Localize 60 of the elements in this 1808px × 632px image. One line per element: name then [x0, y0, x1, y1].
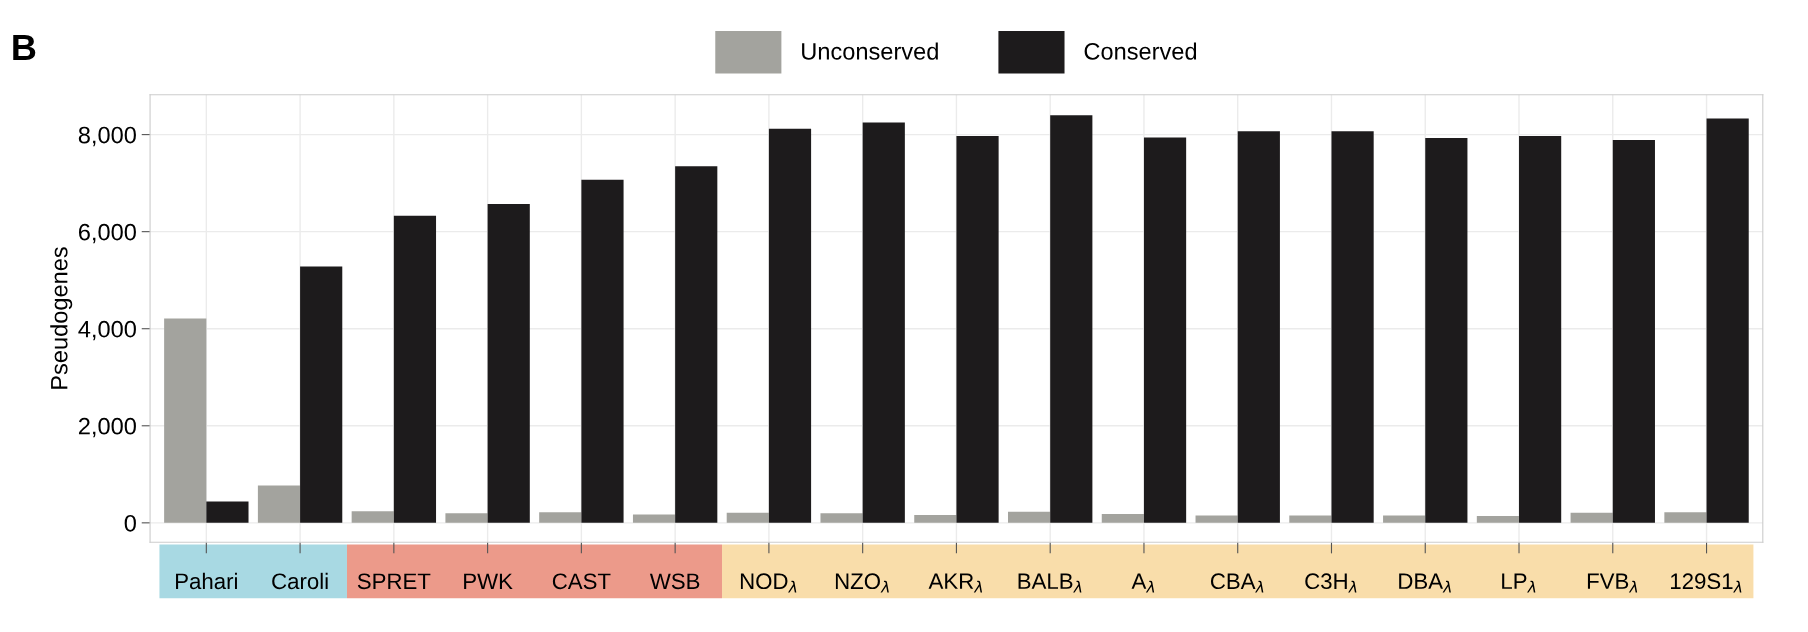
bar	[1706, 118, 1749, 523]
bar	[1050, 115, 1093, 523]
bar	[300, 266, 343, 523]
bar	[1519, 136, 1562, 523]
x-tick-label: PWK	[464, 573, 513, 589]
bar	[1383, 515, 1426, 523]
bar	[675, 166, 718, 523]
bar	[1101, 514, 1144, 523]
x-tick-label: Pahari	[176, 572, 237, 590]
bar	[1331, 131, 1374, 523]
bar	[1289, 515, 1332, 523]
x-tick-label: LP$_{λ}$	[1502, 573, 1536, 593]
bar	[1425, 137, 1468, 523]
bar	[445, 513, 488, 523]
bar	[768, 128, 812, 523]
bar	[539, 512, 582, 523]
bar	[487, 203, 530, 523]
x-tick-label: 129S1$_{λ}$	[1671, 573, 1742, 593]
y-tick-label: 2,000	[78, 417, 136, 438]
x-tick-label: NZO$_{λ}$	[835, 573, 889, 593]
bar	[1008, 511, 1051, 523]
text: B	[13, 35, 36, 60]
x-tick-label: DBA$_{λ}$	[1399, 573, 1451, 593]
x-tick-label: A$_{λ}$	[1131, 573, 1155, 593]
bar	[1237, 131, 1280, 523]
bar	[1570, 512, 1613, 523]
legend-label: Unconserved	[802, 42, 938, 60]
bar	[257, 485, 301, 523]
bar	[164, 318, 207, 523]
bar	[1664, 512, 1707, 523]
y-axis-title: Pseudogenes	[50, 247, 73, 389]
x-tick-label: NOD$_{λ}$	[740, 573, 797, 593]
bar	[632, 514, 676, 523]
bar	[1476, 516, 1520, 523]
bar	[1612, 139, 1655, 523]
bar	[206, 501, 249, 523]
x-tick-label: CAST	[552, 573, 611, 590]
y-tick-label: 6,000	[78, 223, 136, 244]
bar	[956, 136, 999, 523]
x-tick-label: FVB$_{λ}$	[1587, 573, 1638, 593]
x-tick-label: AKR$_{λ}$	[928, 573, 983, 593]
x-tick-label: Caroli	[272, 572, 328, 590]
bar	[1195, 515, 1238, 523]
y-tick-label: 4,000	[78, 320, 136, 341]
x-tick-label: C3H$_{λ}$	[1305, 573, 1357, 593]
bar	[820, 513, 863, 523]
bar	[393, 215, 437, 523]
bar	[914, 515, 957, 523]
bar	[351, 511, 394, 523]
legend-label: Conserved	[1084, 42, 1197, 60]
x-tick-label: WSB	[649, 573, 700, 590]
x-tick-label: BALB$_{λ}$	[1018, 573, 1082, 593]
bar	[862, 122, 905, 523]
y-tick-label: 8,000	[78, 126, 136, 147]
bar	[1143, 137, 1187, 523]
x-tick-label: SPRET	[357, 573, 431, 590]
bar	[581, 179, 624, 523]
bar	[726, 512, 769, 523]
y-tick-label: 0	[124, 514, 136, 532]
x-tick-label: CBA$_{λ}$	[1210, 573, 1264, 593]
